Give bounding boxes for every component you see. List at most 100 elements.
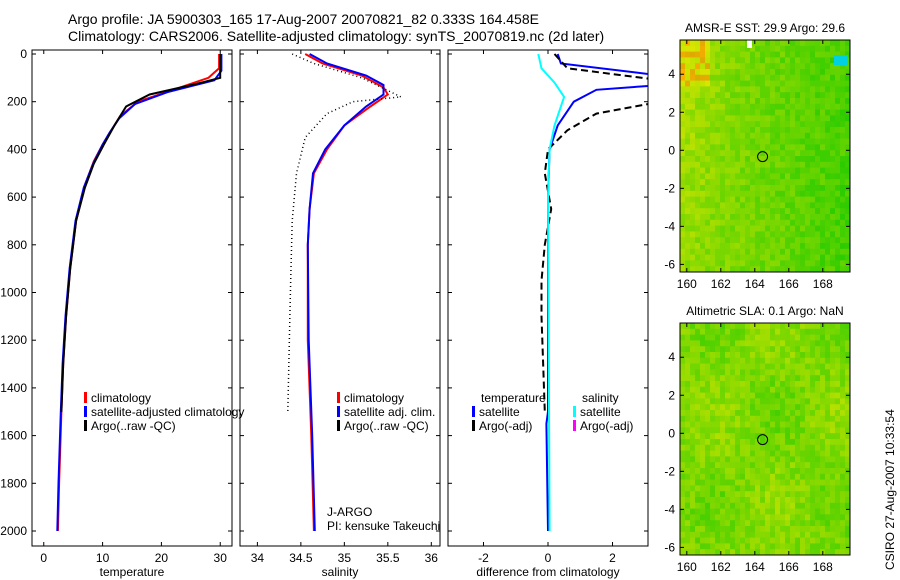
map-pixel [760,479,766,486]
map-pixel [725,375,731,382]
map-pixel [770,462,776,469]
map-pixel [805,144,811,151]
map-pixel [760,473,766,481]
y-tick-label: -2 [664,181,675,195]
map-pixel [780,254,786,261]
x-tick-label: 0 [545,551,552,565]
map-pixel [735,473,741,481]
map-pixel [725,144,731,151]
x-tick-label: 164 [745,277,765,291]
map-pixel [780,479,786,486]
map-pixel [700,369,706,376]
map-pixel [725,531,731,539]
map-pixel [765,92,771,99]
map-pixel [780,173,786,180]
map-pixel [770,328,776,336]
map-pixel [730,456,736,463]
map-pixel [835,243,841,250]
map-pixel [720,520,726,527]
map-pixel [775,266,781,273]
map-pixel [805,514,811,521]
map-pixel [770,248,776,256]
map-pixel [740,357,746,365]
map-pixel [785,98,791,105]
map-pixel [765,173,771,180]
map-pixel [680,266,686,273]
map-pixel [800,196,806,203]
map-pixel [680,225,686,232]
map-pixel [740,243,746,250]
map-pixel [760,266,766,273]
map-pixel [690,497,696,504]
map-pixel [770,121,776,128]
map-pixel [800,415,806,423]
map-pixel [715,219,721,227]
y-tick-label: -6 [664,257,675,271]
map-pixel [685,109,691,116]
map-pixel [815,179,821,186]
map-pixel [725,381,731,388]
map-pixel [765,243,771,250]
map-pixel [820,260,826,267]
map-pixel [780,196,786,203]
map-pixel [720,254,726,261]
map-pixel [715,214,721,221]
map-pixel [805,392,811,399]
map-pixel [745,260,751,267]
map-pixel [750,392,756,399]
map-pixel [785,173,791,180]
map-pixel [830,462,836,469]
map-pixel [795,179,801,186]
map-pixel [775,254,781,261]
map-pixel [840,468,846,475]
map-pixel [800,497,806,504]
map-pixel [715,352,721,359]
map-pixel [695,208,701,215]
map-pixel [735,531,741,539]
map-pixel [760,185,766,192]
map-pixel [815,127,821,134]
map-pixel [730,352,736,359]
map-pixel [725,185,731,192]
map-pixel [730,237,736,244]
map-pixel [705,479,711,486]
map-pixel [735,69,741,76]
map-pixel [730,468,736,475]
map-pixel [770,237,776,244]
map-pixel [800,346,806,353]
map-pixel [755,363,761,370]
map-pixel [770,266,776,273]
map-pixel [785,219,791,227]
map-pixel [810,543,816,550]
map-pixel [825,404,831,411]
map-pixel [765,381,771,388]
map-pixel [725,109,731,116]
map-pixel [735,57,741,64]
map-pixel [730,266,736,273]
map-pixel [825,479,831,486]
map-pixel [810,243,816,250]
map-pixel [695,508,701,515]
map-pixel [820,328,826,336]
map-pixel [775,51,781,58]
map-pixel [845,526,851,533]
map-pixel [755,531,761,539]
map-pixel [700,132,706,140]
map-pixel [735,179,741,186]
x-tick-label: 0 [40,551,47,565]
map-pixel [825,526,831,533]
map-pixel [825,45,831,53]
map-pixel [795,485,801,492]
map-pixel [780,225,786,232]
map-pixel [830,439,836,446]
map-pixel [750,323,756,330]
map-pixel [835,115,841,122]
x-tick-label: 36 [425,551,439,565]
map-pixel [845,69,851,76]
map-pixel [705,69,711,76]
map-pixel [800,352,806,359]
map-pixel [710,334,716,341]
map-pixel [760,57,766,64]
map-pixel [705,167,711,174]
